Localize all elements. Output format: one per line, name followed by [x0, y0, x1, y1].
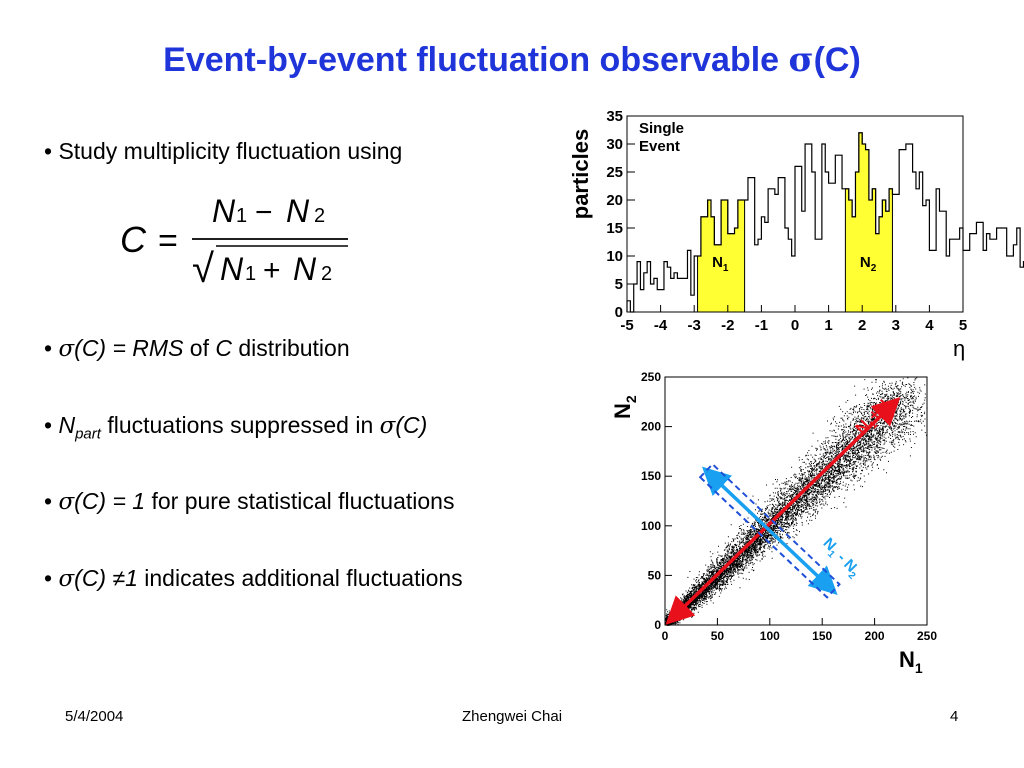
formula-plus: +	[263, 254, 281, 287]
scatter-ylabel: N2	[610, 395, 639, 419]
scatter-xtick-label: 150	[812, 629, 832, 643]
hist-xtick-label: -2	[721, 317, 734, 334]
formula-lhs: C	[120, 219, 147, 260]
formula-den-sub2: 2	[321, 263, 332, 285]
formula-den-n2: N	[293, 251, 317, 287]
hist-xtick-label: 3	[892, 317, 900, 334]
hist-title-line2: Event	[639, 138, 680, 155]
hist-ytick-label: 25	[606, 164, 623, 181]
scatter-xtick-label: 50	[711, 629, 725, 643]
formula-num-n2: N	[286, 193, 310, 229]
bullet-rms: • σ(C) = RMS of C distribution	[44, 335, 350, 362]
hist-xtick-label: 5	[959, 317, 967, 334]
hist-ytick-label: 35	[606, 108, 623, 125]
diff-arrow-label: N1 - N2	[817, 535, 864, 582]
hist-title-line1: Single	[639, 120, 684, 137]
scatter-xlabel: N1	[899, 647, 923, 676]
bullet-pure-stat: • σ(C) = 1 for pure statistical fluctuat…	[44, 488, 455, 515]
footer-date: 5/4/2004	[65, 708, 124, 725]
scatter-xtick-label: 250	[917, 629, 937, 643]
formula-den-sub1: 1	[245, 263, 256, 285]
formula-num-n1: N	[212, 193, 236, 229]
scatter-xtick-label: 200	[865, 629, 885, 643]
formula-c: C = N 1 − N 2 √ N 1 + N 2	[120, 188, 360, 298]
hist-xtick-label: -3	[688, 317, 701, 334]
hist-ytick-label: 10	[606, 248, 623, 265]
formula-minus: −	[255, 196, 273, 229]
diff-band	[698, 462, 841, 599]
hist-xtick-label: 2	[858, 317, 866, 334]
slide-title: Event-by-event fluctuation observable σ(…	[163, 40, 861, 80]
svg-text:N2: N2	[610, 395, 639, 419]
scatter-ytick-label: 200	[641, 420, 661, 434]
scatter-ytick-label: 250	[641, 370, 661, 384]
svg-text:N1: N1	[899, 647, 923, 676]
hist-xlabel: η	[953, 336, 965, 361]
bullet-study: • Study multiplicity fluctuation using	[44, 138, 403, 164]
scatter-xtick-label: 100	[760, 629, 780, 643]
scatter-ytick-label: 150	[641, 469, 661, 483]
formula-equals: =	[158, 222, 178, 260]
hist-ytick-label: 15	[606, 220, 623, 237]
formula-den-n1: N	[220, 251, 244, 287]
hist-xtick-label: -4	[654, 317, 668, 334]
hist-xtick-label: -5	[620, 317, 633, 334]
footer-page-number: 4	[950, 708, 959, 725]
hist-xtick-label: 0	[791, 317, 799, 334]
hist-ytick-label: 30	[606, 136, 623, 153]
hist-region-label-1: N1	[712, 254, 729, 274]
scatter-xtick-label: 0	[662, 629, 669, 643]
formula-sqrt: √	[192, 247, 214, 291]
hist-ytick-label: 5	[615, 276, 623, 293]
footer-author: Zhengwei Chai	[461, 708, 563, 725]
formula-num-sub1: 1	[236, 205, 247, 227]
hist-xtick-label: 1	[824, 317, 832, 334]
bullet-npart: • Npart fluctuations suppressed in σ(C)	[44, 412, 428, 443]
hist-region-label-2: N2	[860, 254, 877, 274]
hist-xtick-label: -1	[755, 317, 768, 334]
bullet-additional: • σ(C) ≠1 indicates additional fluctuati…	[44, 565, 463, 592]
scatter-ytick-label: 100	[641, 519, 661, 533]
diff-arrow	[701, 466, 838, 595]
hist-ytick-label: 20	[606, 192, 623, 209]
eta-histogram-chart: N1 N2 -5 -4 -3 -2 -1 0 1 2 3 4 5 0 5 10 15 20 25 30 35 Sing…	[568, 108, 1024, 361]
hist-series-line	[626, 132, 1024, 313]
scatter-ytick-label: 50	[648, 568, 662, 582]
hist-xtick-label: 4	[925, 317, 934, 334]
hist-ytick-label: 0	[615, 304, 623, 321]
formula-num-sub2: 2	[314, 205, 325, 227]
hist-ylabel: particles	[568, 129, 593, 220]
scatter-ytick-label: 0	[654, 618, 661, 632]
